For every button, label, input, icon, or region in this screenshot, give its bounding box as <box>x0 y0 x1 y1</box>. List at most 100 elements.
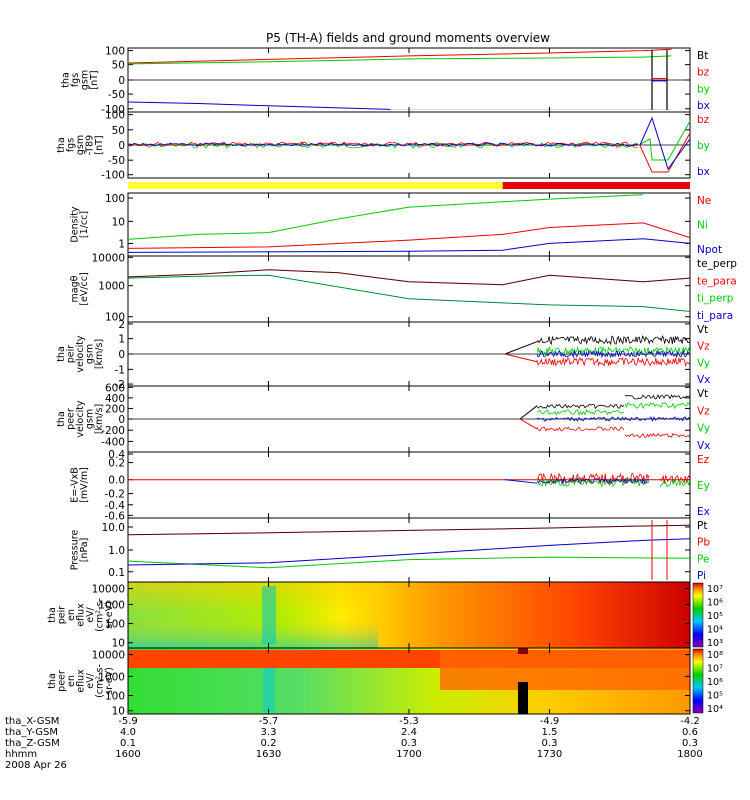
y-tick-label: 10 <box>112 706 125 718</box>
series-Pi <box>127 538 691 566</box>
y-axis-label: [mV/m] <box>79 467 90 503</box>
y-tick-label: -50 <box>108 155 125 167</box>
spectrogram-band-mid <box>440 650 690 690</box>
x-value: -4.9 <box>540 716 560 727</box>
y-tick-label: -0.4 <box>105 500 126 512</box>
series-Npot <box>127 238 691 253</box>
panel-efield: 0.40.2 0.0 -0.2-0.4-0.6 E=-VxB[mV/m] Ez Ey Ex <box>70 449 710 522</box>
legend-bz: bz <box>697 114 710 126</box>
series-Vt <box>536 335 691 346</box>
y-tick-label: -0.6 <box>105 510 126 522</box>
spectrogram-feature <box>262 586 276 644</box>
colorbar-label: 10³ <box>707 638 723 649</box>
y-axis-label: [1/cc] <box>79 211 90 238</box>
y-value: 3.3 <box>261 727 277 738</box>
y-tick-label: -50 <box>108 89 125 101</box>
y-tick-label: 10 <box>112 638 125 650</box>
panel-temp: 10000 1000 100 magθ[eV/cc] te_perp te_para ti_… <box>70 252 738 323</box>
legend-Pi: Pi <box>697 570 706 582</box>
mode-bar-segment <box>502 182 690 189</box>
y-tick-label: 0.2 <box>108 458 125 470</box>
colorbar-label: 10⁷ <box>707 584 723 595</box>
series-Vz <box>536 426 625 432</box>
y-tick-label: 100 <box>105 312 125 324</box>
y-tick-label: 100 <box>105 619 125 631</box>
y-axis-label: velocity <box>75 335 86 373</box>
y-axis-label: tha <box>56 411 67 427</box>
series-ti_para <box>127 274 691 312</box>
y-tick-label: -100 <box>101 104 125 116</box>
y-axis-label: Pressure <box>70 530 81 571</box>
legend-Pt: Pt <box>697 520 707 532</box>
y-axis-label: peir <box>66 345 77 364</box>
y-tick-label: 1000 <box>98 281 125 293</box>
colorbar <box>692 582 704 648</box>
y-axis-label: en <box>66 609 77 621</box>
legend-Ez: Ez <box>697 454 710 466</box>
z-value: 0.2 <box>261 738 277 749</box>
y-tick-label: 0 <box>118 140 125 152</box>
series-Pe <box>127 556 691 569</box>
colorbar-label: 10⁵ <box>707 691 723 702</box>
panel-frame <box>127 517 691 583</box>
legend-Ex: Ex <box>697 506 710 518</box>
z-value: 0.3 <box>542 738 558 749</box>
y-tick-label: 10.0 <box>102 522 125 534</box>
y-value: 0.6 <box>682 727 698 738</box>
series-bz-end <box>639 132 691 173</box>
y-axis-label: [km/s] <box>94 339 105 369</box>
series-Vt <box>536 403 625 410</box>
y-axis-label: (cm²-s- <box>95 598 106 632</box>
data-gap-top <box>518 648 528 654</box>
series-Vz <box>536 356 691 367</box>
y-tick-label: -200 <box>101 425 125 437</box>
panels: 100500-50-100thafgsgsm[nT]Btbzbybx100500… <box>47 46 737 718</box>
series-Ey <box>659 478 691 488</box>
series-te_perp <box>127 269 691 286</box>
y-tick-label: 10000 <box>92 584 125 596</box>
colorbar-label: 10⁴ <box>707 704 723 715</box>
y-axis-label: [nPa] <box>79 538 90 563</box>
series-Ex <box>536 477 650 485</box>
y-axis-label: gsm <box>85 409 96 429</box>
y-tick-label: -400 <box>101 436 125 448</box>
hhmm-value: 1600 <box>115 749 140 760</box>
legend-Pb: Pb <box>697 537 710 549</box>
colorbar-label: 10⁴ <box>707 625 723 636</box>
legend-Ni: Ni <box>697 220 708 232</box>
data-gap <box>518 682 528 714</box>
series-Vt-ramp <box>504 341 538 355</box>
y-tick-label: 1 <box>118 238 125 250</box>
hhmm-value: 1700 <box>396 749 421 760</box>
x-value: -4.2 <box>680 716 700 727</box>
y-axis-label: fgs <box>70 73 81 87</box>
y-value: 1.5 <box>542 727 558 738</box>
legend-bx: bx <box>697 100 710 112</box>
x-row-label: 2008 Apr 26 <box>5 760 67 771</box>
y-axis-label: (cm²-s- <box>95 664 106 698</box>
y-tick-label: 0 <box>118 75 125 87</box>
x-row-label: tha_Y-GSM <box>5 727 58 738</box>
y-axis-label: en <box>66 675 77 687</box>
x-value: -5.3 <box>399 716 419 727</box>
legend-by: by <box>697 83 710 95</box>
y-tick-label: 0.0 <box>108 475 125 487</box>
panel-density: 100 10 1 Density[1/cc] Ne Ni Npot <box>70 192 722 257</box>
x-value: -5.7 <box>259 716 279 727</box>
legend-ti_perp: ti_perp <box>697 293 734 305</box>
mode-bar-segment <box>128 182 503 189</box>
colorbar <box>692 648 704 714</box>
y-axis-label: gsm <box>85 344 96 364</box>
legend-bz: bz <box>697 67 710 79</box>
y-tick-label: 0.4 <box>108 449 125 461</box>
y-tick-label: 100 <box>105 46 125 58</box>
chart-title: P5 (TH-A) fields and ground moments over… <box>266 31 550 45</box>
series-Vz-ramp <box>519 418 538 430</box>
colorbar-label: 10⁷ <box>707 664 723 675</box>
series-Ni <box>127 194 644 240</box>
y-axis-label: eV/ <box>85 672 96 688</box>
y-tick-label: 1000 <box>98 671 125 683</box>
y-axis-label: velocity <box>75 400 86 438</box>
z-value: 0.3 <box>682 738 698 749</box>
y-axis-label: [eV/cc] <box>79 272 90 305</box>
